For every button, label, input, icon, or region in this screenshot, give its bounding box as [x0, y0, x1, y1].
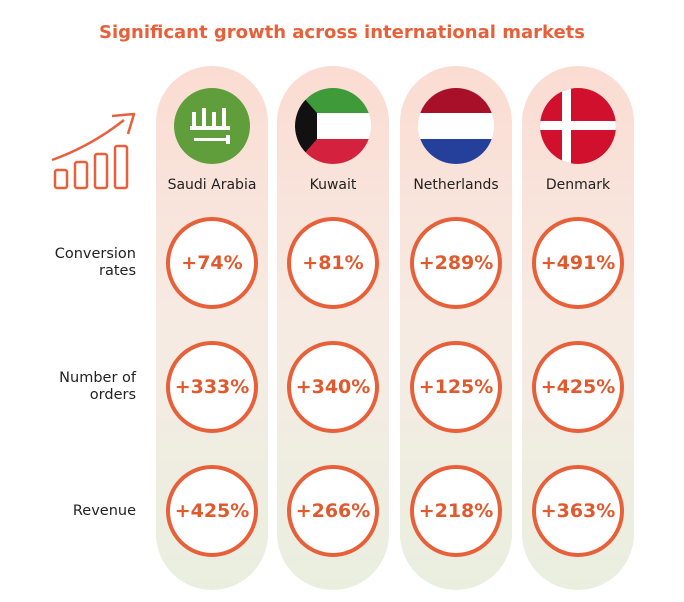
country-name: Denmark: [545, 177, 611, 193]
value-circle: +266%: [287, 465, 379, 557]
flag-image: [418, 88, 494, 164]
value-circle: +125%: [410, 341, 502, 433]
country-name: Netherlands: [413, 177, 499, 193]
flag: [295, 88, 371, 164]
flag: [174, 88, 250, 164]
value-circle: +333%: [166, 341, 258, 433]
value-circle: +289%: [410, 217, 502, 309]
title: Significant growth across international …: [98, 22, 585, 43]
value-circle: +74%: [166, 217, 258, 309]
flag-image: [540, 88, 616, 164]
growth-icon: [51, 112, 136, 190]
value-circle: +491%: [532, 217, 624, 309]
row-label: Conversion rates: [54, 246, 136, 279]
value-circle: +218%: [410, 465, 502, 557]
value-circle: +81%: [287, 217, 379, 309]
value-circle: +425%: [166, 465, 258, 557]
value-circle: +425%: [532, 341, 624, 433]
flag: [418, 88, 494, 164]
country-name: Kuwait: [309, 177, 357, 193]
country-name: Saudi Arabia: [167, 177, 257, 193]
flag-image: [295, 88, 371, 164]
value-circle: +363%: [532, 465, 624, 557]
flag-image: [174, 88, 250, 164]
row-label: Number of orders: [59, 370, 136, 403]
flag: [540, 88, 616, 164]
row-label: Revenue: [72, 502, 136, 519]
value-circle: +340%: [287, 341, 379, 433]
